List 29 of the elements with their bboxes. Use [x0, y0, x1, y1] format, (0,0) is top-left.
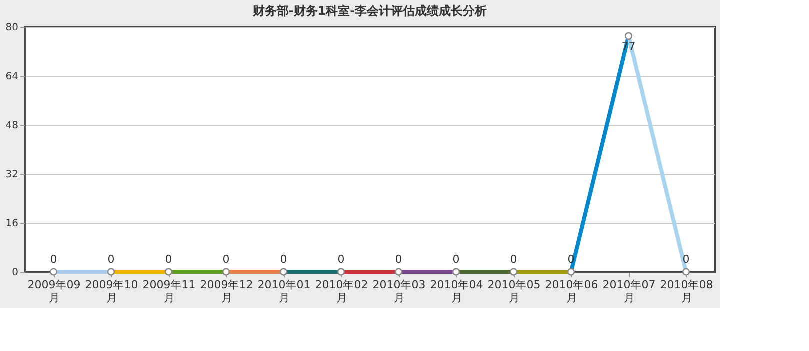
data-label: 0 [395, 253, 402, 266]
data-label: 0 [338, 253, 345, 266]
x-tick-label: 2010年02月 [315, 278, 368, 304]
data-label: 0 [510, 253, 518, 266]
x-tick-label: 2009年11月 [142, 278, 196, 304]
data-label: 0 [165, 253, 172, 266]
data-label: 0 [50, 253, 58, 266]
x-tick-label: 2009年10月 [85, 278, 138, 304]
x-tick-label: 2010年05月 [488, 278, 541, 304]
y-tick-label: 80 [6, 22, 18, 34]
data-label: 0 [222, 253, 230, 266]
x-tick-label: 2010年07月 [602, 278, 656, 304]
data-label: 0 [108, 253, 115, 266]
y-tick-label: 0 [12, 268, 18, 278]
x-tick-label: 2009年09月 [28, 278, 81, 304]
chart-title: 财务部-财务1科室-李会计评估成绩成长分析 [252, 4, 488, 18]
y-tick-label: 32 [6, 170, 18, 180]
data-label: 0 [452, 253, 460, 266]
x-tick-label: 2010年08月 [660, 278, 714, 304]
x-tick-label: 2010年03月 [372, 278, 426, 304]
x-tick-label: 2010年04月 [430, 278, 484, 304]
y-tick-label: 16 [6, 218, 18, 230]
y-tick-label: 48 [6, 120, 18, 132]
x-tick-label: 2010年01月 [258, 278, 311, 304]
x-tick-label: 2010年06月 [545, 278, 598, 304]
data-label: 0 [682, 253, 690, 266]
x-tick-label: 2009年12月 [200, 278, 254, 304]
y-tick-label: 64 [6, 72, 18, 82]
data-label: 0 [280, 253, 288, 266]
